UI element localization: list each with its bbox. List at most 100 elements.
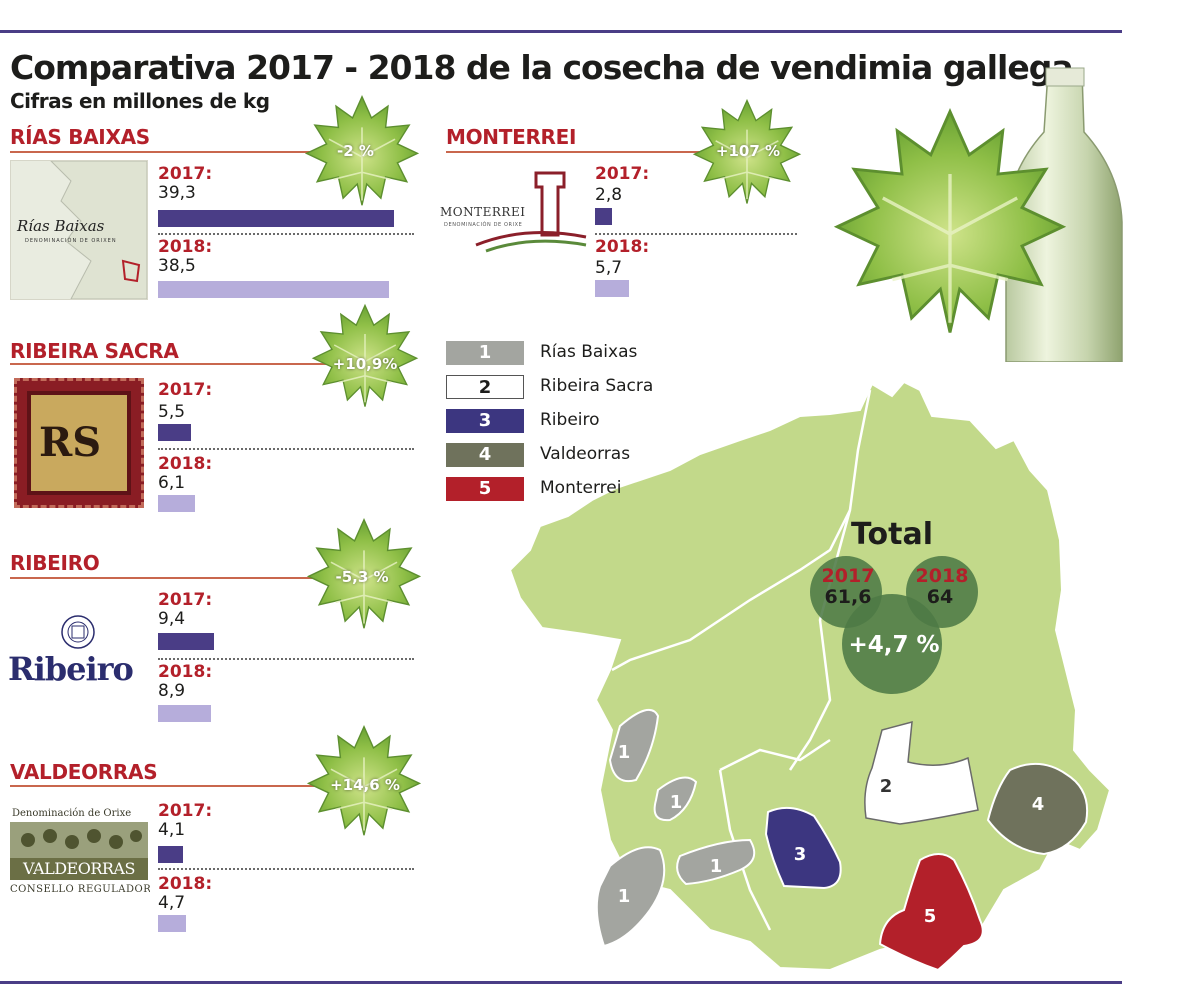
region-underline [10,151,340,153]
region-underline [446,151,736,153]
year-2018-label: 2018: [158,454,213,474]
total-label: Total [851,517,933,552]
galicia-land [508,380,1112,972]
zone-ribeira-sacra [864,720,979,825]
year-2017-label: 2017: [158,801,213,821]
logo-text: VALDEORRAS [10,858,148,880]
bar-2017 [595,208,612,225]
legend-swatch: 1 [446,341,524,365]
bottom-rule [0,981,1122,984]
total-year-2017: 2017 [822,565,875,587]
zone-valdeorras [986,763,1088,856]
logo-subtext: DENOMINACIÓN DE ORIXE [444,222,523,228]
bar-2017 [158,633,215,650]
region-name: VALDEORRAS [10,760,158,784]
value-2017: 39,3 [158,183,196,203]
map-label: 2 [880,776,893,797]
value-2018: 6,1 [158,473,186,493]
value-2018: 38,5 [158,256,196,276]
page-subtitle: Cifras en millones de kg [10,89,270,113]
dotted-divider [158,868,414,870]
dotted-divider [158,233,414,235]
region-name: RIBEIRA SACRA [10,339,179,363]
bar-2018 [158,915,187,932]
map-label: 1 [710,856,723,877]
year-2017-label: 2017: [158,590,213,610]
legend-label: Valdeorras [540,444,631,464]
value-2017: 9,4 [158,609,186,629]
bar-2018 [158,281,389,298]
bar-2017 [158,846,183,863]
legend-label: Monterrei [540,478,622,498]
dotted-divider [158,658,414,660]
region-name: MONTERREI [446,125,577,149]
legend-swatch: 2 [446,375,524,399]
zone-rias-baixas [653,776,698,822]
legend-swatch: 5 [446,477,524,501]
ribeira-sacra-logo: RS [14,378,144,508]
logo-subtext: DENOMINACIÓN DE ORIXEN [25,238,117,244]
ribeiro-logo: Ribeiro [6,612,148,692]
year-2018-label: 2018: [158,662,213,682]
region-name: RÍAS BAIXAS [10,125,150,149]
page-title: Comparativa 2017 - 2018 de la cosecha de… [10,48,1074,87]
change-label: -5,3 % [335,568,389,586]
change-label: +10,9% [332,355,398,373]
grape-cluster-icon [10,822,148,858]
zone-ribeiro [764,806,842,890]
logo-text: Rías Baixas [17,217,105,235]
zone-rias-baixas [608,708,660,782]
value-2018: 5,7 [595,258,623,278]
dotted-divider [158,448,414,450]
rias-baixas-map-icon [50,161,147,299]
year-2017-label: 2017: [595,164,650,184]
legend-label: Rías Baixas [540,342,638,362]
zone-rias-baixas [676,838,756,886]
total-value-2017: 61,6 [825,586,872,608]
year-2017-label: 2017: [158,164,213,184]
year-2018-label: 2018: [595,237,650,257]
value-2018: 8,9 [158,681,186,701]
year-2018-label: 2018: [158,237,213,257]
tower-icon [475,171,587,253]
crest-icon [61,615,95,649]
map-label: 4 [1032,794,1045,815]
total-year-2018: 2018 [916,565,969,587]
rias-baixas-logo: Rías Baixas DENOMINACIÓN DE ORIXEN [10,160,148,300]
total-change-circle [842,594,942,694]
bar-2018 [595,280,630,297]
zone-rias-baixas [595,846,666,948]
change-label: -2 % [337,142,374,160]
zone-monterrei [878,853,984,972]
change-label: +107 % [715,142,781,160]
logo-subtext: CONSELLO REGULADOR [10,884,150,895]
region-underline [10,577,398,579]
bar-2018 [158,495,195,512]
map-label: 1 [618,742,631,763]
legend-swatch: 4 [446,443,524,467]
legend-label: Ribeiro [540,410,600,430]
dotted-divider [595,233,797,235]
map-label: 5 [924,906,937,927]
bar-2017 [158,424,191,441]
region-underline [10,363,398,365]
map-label: 1 [670,792,683,813]
monterrei-logo: MONTERREI DENOMINACIÓN DE ORIXE [436,165,588,260]
top-rule [0,30,1122,33]
legend-swatch: 3 [446,409,524,433]
logo-text: Ribeiro [8,650,134,688]
legend-label: Ribeira Sacra [540,376,654,396]
bar-2017 [158,210,394,227]
region-name: RIBEIRO [10,551,100,575]
wine-bottle-illustration [835,67,1123,362]
value-2017: 5,5 [158,402,186,422]
change-label: +14,6 % [330,776,400,794]
galicia-map: 1 1 1 1 2 3 4 5 Total 2017 61,6 2018 64 … [508,380,1112,972]
year-2018-label: 2018: [158,874,213,894]
value-2018: 4,7 [158,893,186,913]
total-value-2018: 64 [927,586,953,608]
valdeorras-logo: Denominación de Orixe VALDEORRAS CONSELL… [8,806,150,900]
region-underline [10,785,398,787]
total-change: +4,7 % [848,632,939,658]
logo-text: MONTERREI [440,205,526,219]
